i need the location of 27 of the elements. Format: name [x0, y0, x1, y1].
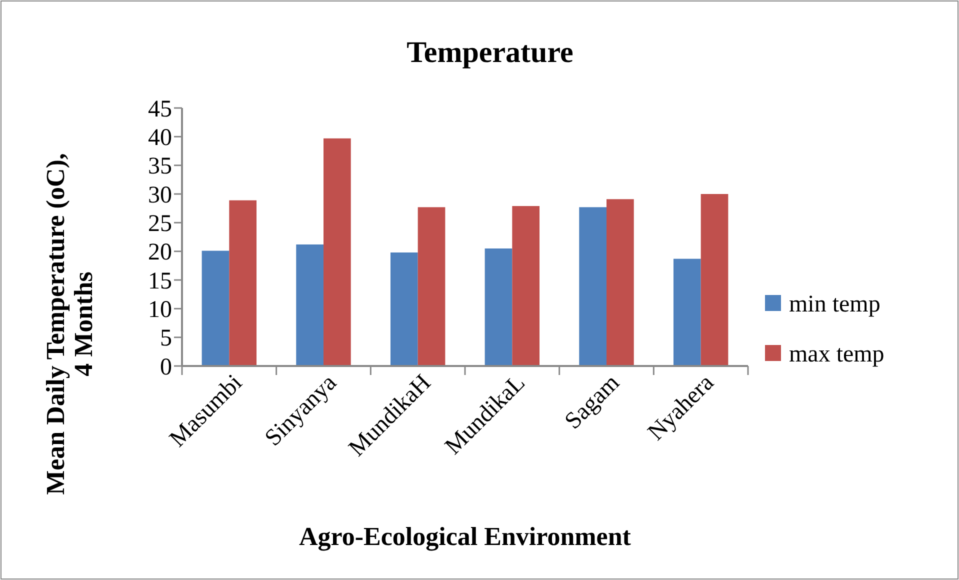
bar: [418, 207, 446, 366]
bar: [512, 206, 540, 366]
y-tick-label: 25: [148, 211, 172, 238]
bar: [673, 258, 701, 366]
y-tick-label: 15: [148, 268, 172, 294]
y-axis-title: Mean Daily Temperature (oC), 4 Months: [41, 153, 98, 495]
bar: [296, 244, 324, 366]
bar: [606, 199, 634, 366]
y-tick-label: 10: [148, 297, 172, 324]
bar: [202, 250, 230, 366]
y-tick-label: 0: [160, 354, 172, 380]
legend-label: max temp: [789, 341, 884, 368]
y-tick-label: 35: [148, 154, 172, 180]
bar: [579, 207, 606, 366]
chart-title: Temperature: [406, 36, 574, 69]
bar: [484, 248, 512, 366]
y-tick-label: 20: [148, 240, 172, 266]
bar: [390, 252, 418, 366]
y-tick-label: 30: [148, 182, 172, 208]
legend-label: min temp: [789, 291, 880, 318]
bar: [700, 194, 728, 366]
y-tick-label: 5: [160, 326, 172, 352]
y-tick-label: 40: [148, 125, 172, 152]
bar: [324, 138, 351, 366]
y-tick-label: 45: [148, 96, 172, 122]
bar: [229, 200, 257, 366]
x-axis-title: Agro-Ecological Environment: [299, 522, 632, 551]
